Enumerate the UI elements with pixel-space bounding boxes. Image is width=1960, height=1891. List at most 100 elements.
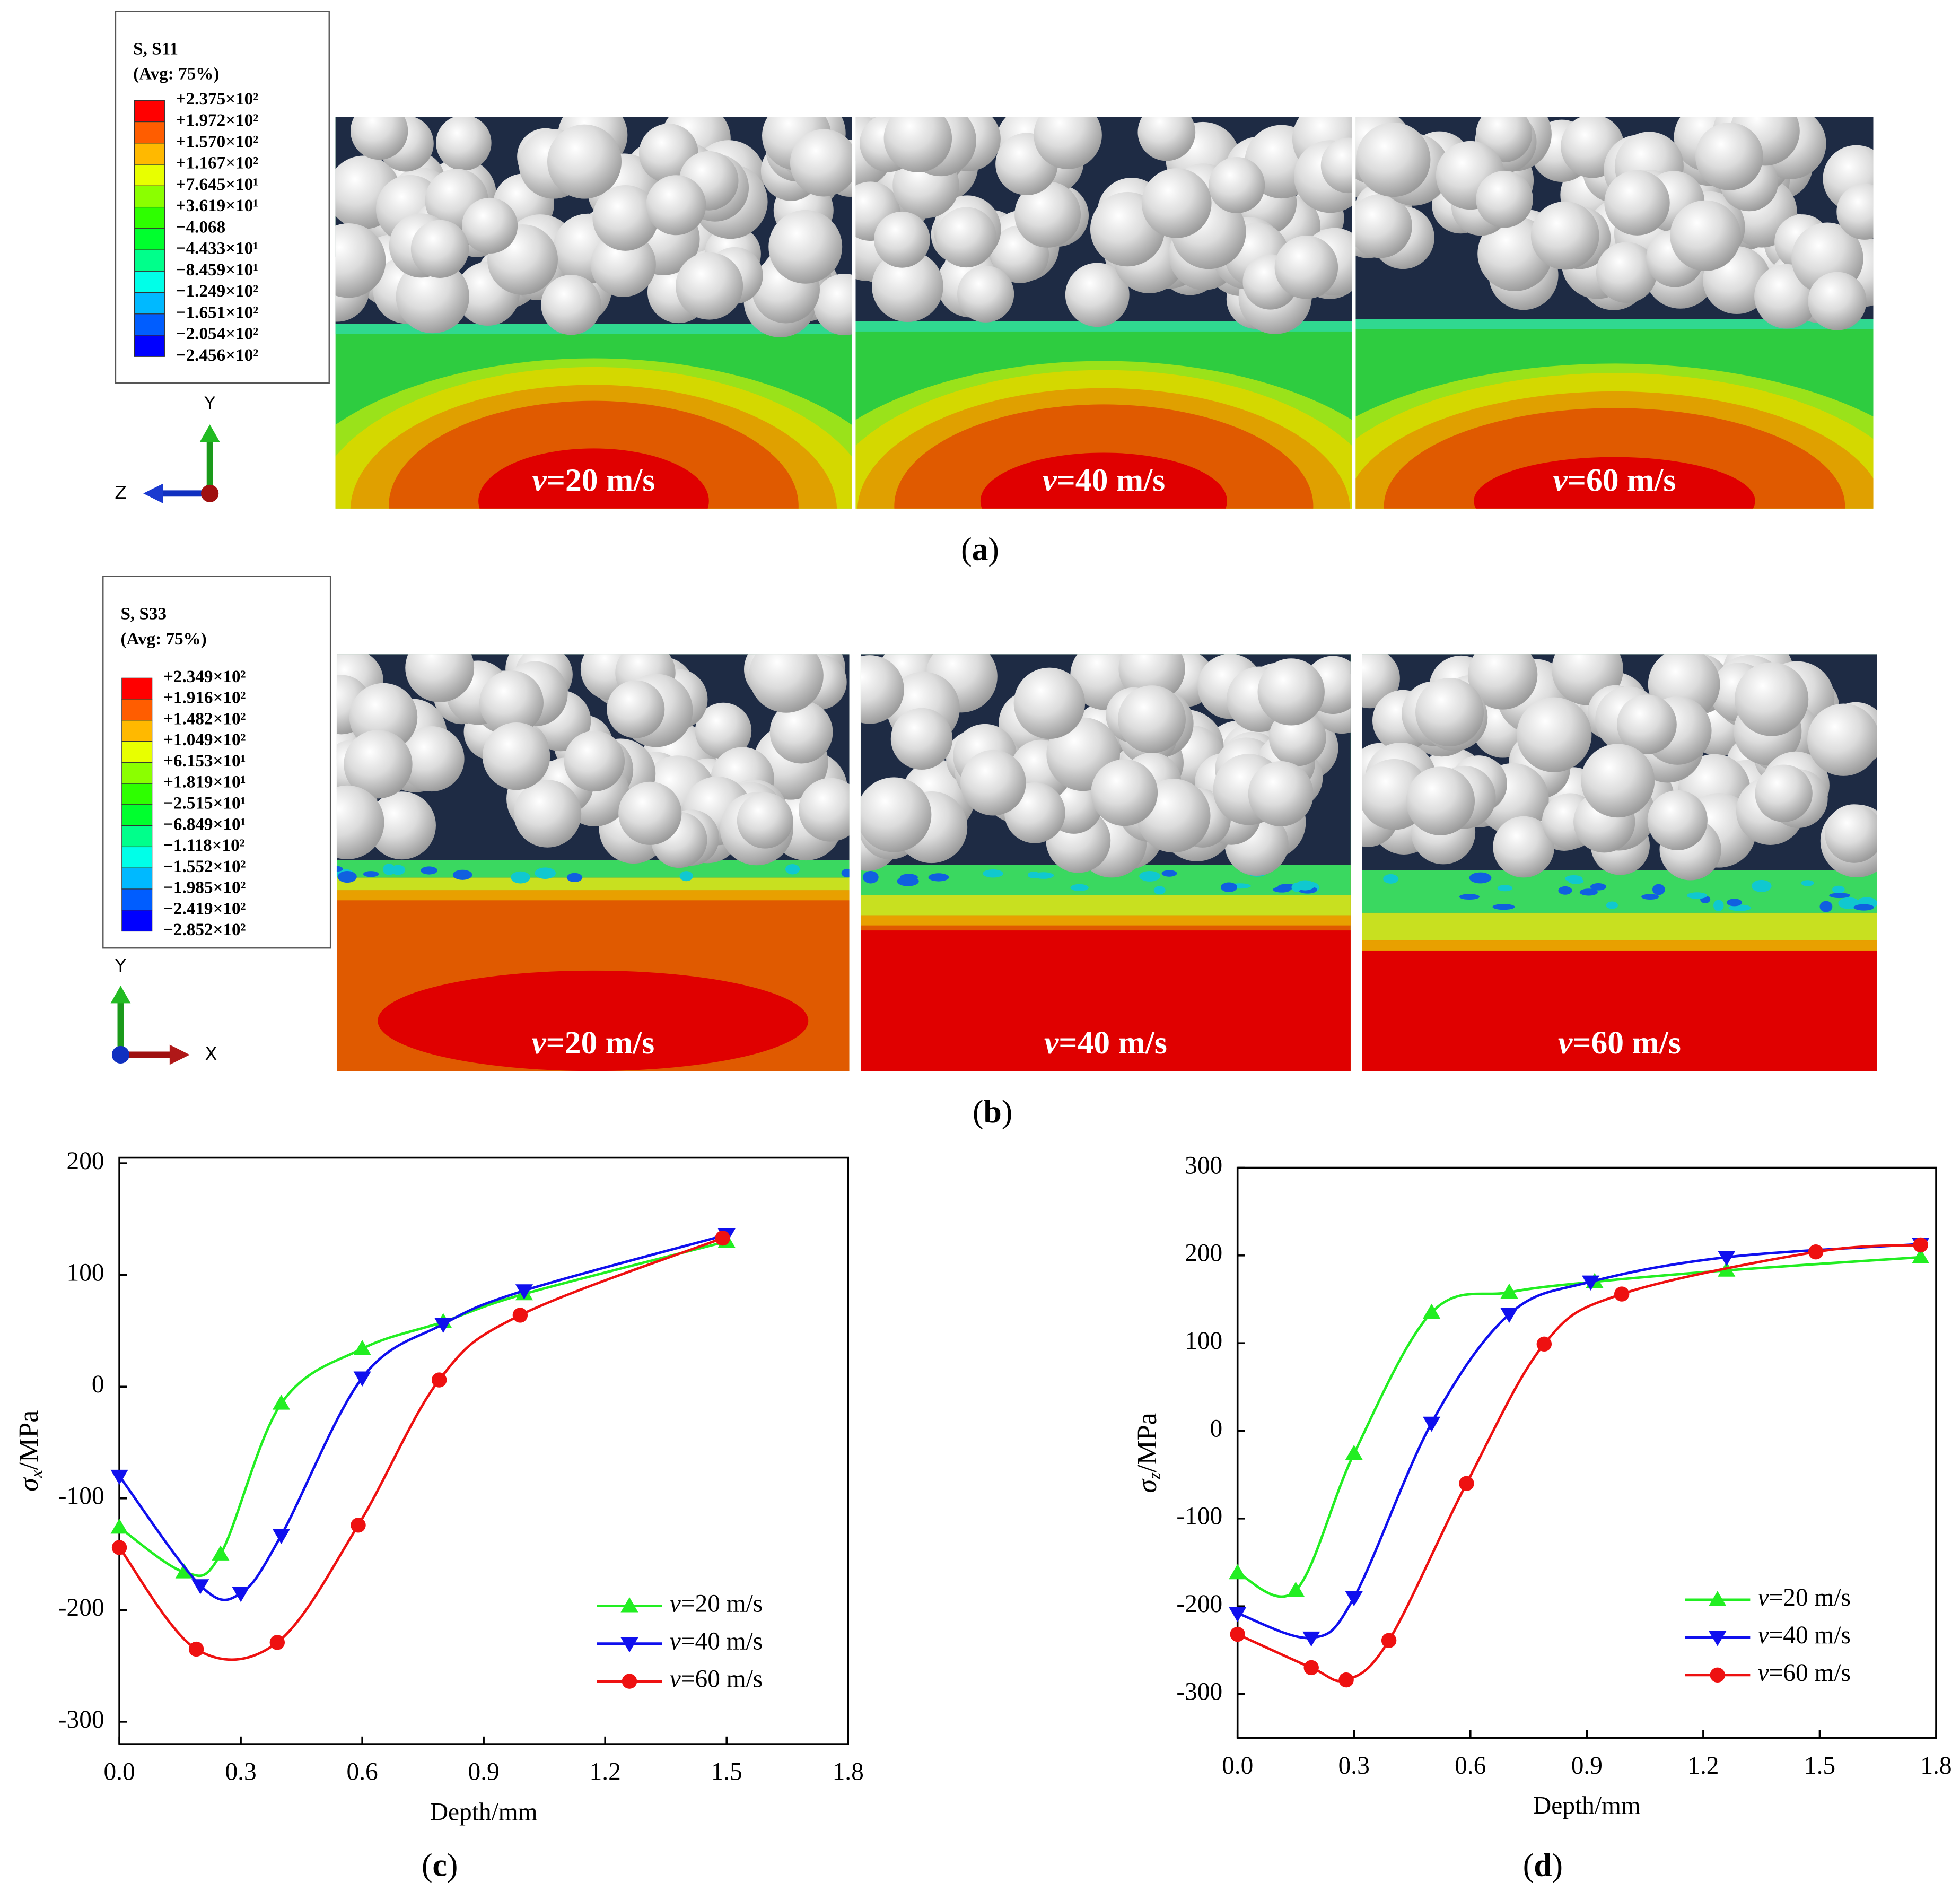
- legend-swatch: [121, 741, 153, 763]
- y-tick-label: -100: [1176, 1503, 1222, 1530]
- stress-spot: [337, 870, 357, 883]
- data-point: [515, 1284, 533, 1300]
- shot-particle: [799, 778, 850, 842]
- simulation-image: [855, 117, 1352, 509]
- y-tick-label: 300: [1185, 1152, 1222, 1179]
- data-point: [272, 1395, 291, 1410]
- legend-label: +3.619×10¹: [176, 196, 258, 215]
- shot-particle: [1274, 236, 1338, 299]
- shot-particle: [1807, 703, 1877, 776]
- legend-title: S, S33: [120, 604, 167, 624]
- shot-particle: [1493, 816, 1555, 878]
- stress-spot: [862, 871, 879, 884]
- stress-spot: [1033, 872, 1054, 879]
- legend-swatch: [134, 271, 165, 293]
- stress-spot: [1291, 883, 1302, 892]
- data-point: [620, 1597, 638, 1613]
- y-tick-label: 200: [1185, 1240, 1222, 1267]
- y-tick-label: -200: [1176, 1590, 1222, 1618]
- shot-particle: [1596, 242, 1657, 303]
- legend-label: −1.249×10²: [176, 281, 259, 301]
- simulation-image: [336, 654, 850, 1071]
- x-tick-label: 0.9: [468, 1758, 500, 1786]
- data-point: [188, 1641, 204, 1657]
- data-point: [1345, 1591, 1363, 1607]
- legend-label: +6.153×10¹: [163, 751, 246, 771]
- shot-particle: [1808, 272, 1867, 330]
- shot-particle: [1406, 766, 1475, 835]
- data-point: [1338, 1672, 1354, 1688]
- velocity-label: v=20 m/s: [532, 463, 655, 499]
- stress-band: [860, 865, 1351, 1071]
- shot-particle: [1118, 685, 1186, 753]
- shot-particle: [461, 197, 518, 254]
- data-point: [272, 1529, 291, 1544]
- series-line: [1237, 1243, 1921, 1683]
- x-tick-label: 1.5: [711, 1758, 742, 1786]
- panel-caption: (c): [422, 1848, 458, 1884]
- legend-label: −2.515×10¹: [163, 794, 246, 813]
- legend-title: S, S11: [133, 39, 178, 58]
- stress-spot: [421, 866, 438, 875]
- y-tick-label: -300: [58, 1706, 104, 1733]
- legend-label: −1.985×10²: [163, 878, 246, 897]
- legend-label: v=40 m/s: [1758, 1622, 1851, 1649]
- data-point: [622, 1674, 637, 1689]
- shot-particle: [351, 117, 408, 160]
- stress-band: [378, 970, 809, 1071]
- shot-particle: [513, 780, 582, 848]
- shot-particle: [1617, 694, 1677, 755]
- legend-swatch: [121, 825, 153, 848]
- legend-label: −4.433×10¹: [176, 239, 258, 258]
- stress-spot: [1652, 884, 1665, 895]
- legend-subtitle: (Avg: 75%): [133, 64, 219, 84]
- shot-particle: [618, 781, 682, 845]
- y-tick-label: -300: [1176, 1678, 1222, 1705]
- shot-particle: [479, 670, 544, 735]
- stress-spot: [1469, 872, 1492, 884]
- legend-swatch: [121, 720, 153, 742]
- stress-spot: [1492, 904, 1515, 910]
- legend-swatch: [134, 185, 165, 208]
- legend-label: v=20 m/s: [670, 1590, 763, 1618]
- legend-swatch: [121, 677, 153, 700]
- triad-b: [110, 986, 190, 1065]
- y-tick-label: -100: [58, 1483, 104, 1510]
- shot-particle: [368, 791, 436, 860]
- stress-spot: [1568, 878, 1584, 884]
- axis-triad-label: X: [205, 1043, 217, 1064]
- legend-label: v=60 m/s: [1758, 1659, 1851, 1687]
- data-point: [110, 1518, 128, 1534]
- shot-particle: [547, 124, 622, 199]
- legend-label: +1.482×10²: [163, 709, 246, 728]
- legend-swatch: [121, 888, 153, 911]
- stress-spot: [1751, 879, 1772, 892]
- legend-swatch: [134, 206, 165, 229]
- legend-label: −2.419×10²: [163, 899, 246, 918]
- data-point: [1710, 1667, 1725, 1683]
- shot-particle: [936, 207, 997, 268]
- stress-spot: [535, 867, 556, 879]
- panel-caption: (b): [973, 1094, 1012, 1130]
- simulation-image: [860, 654, 1351, 1071]
- shot-particle: [960, 750, 1026, 816]
- stress-spot: [452, 869, 472, 880]
- stress-spot: [1829, 893, 1851, 899]
- stress-spot: [1686, 892, 1708, 899]
- stress-spot: [1727, 899, 1743, 907]
- shot-particle: [1034, 117, 1102, 169]
- x-axis-label: Depth/mm: [1533, 1792, 1641, 1820]
- shot-particle: [676, 252, 743, 320]
- data-point: [715, 1230, 730, 1246]
- stress-spot: [1070, 884, 1089, 891]
- stress-spot: [1558, 886, 1572, 895]
- data-point: [1229, 1607, 1247, 1622]
- legend-swatch: [134, 100, 165, 123]
- stress-band: [980, 452, 1227, 509]
- y-tick-label: 100: [67, 1259, 104, 1287]
- plot-frame: [118, 1156, 850, 1745]
- y-tick-label: -200: [58, 1594, 104, 1622]
- legend-label: −1.118×10²: [163, 835, 245, 855]
- data-point: [1913, 1237, 1928, 1253]
